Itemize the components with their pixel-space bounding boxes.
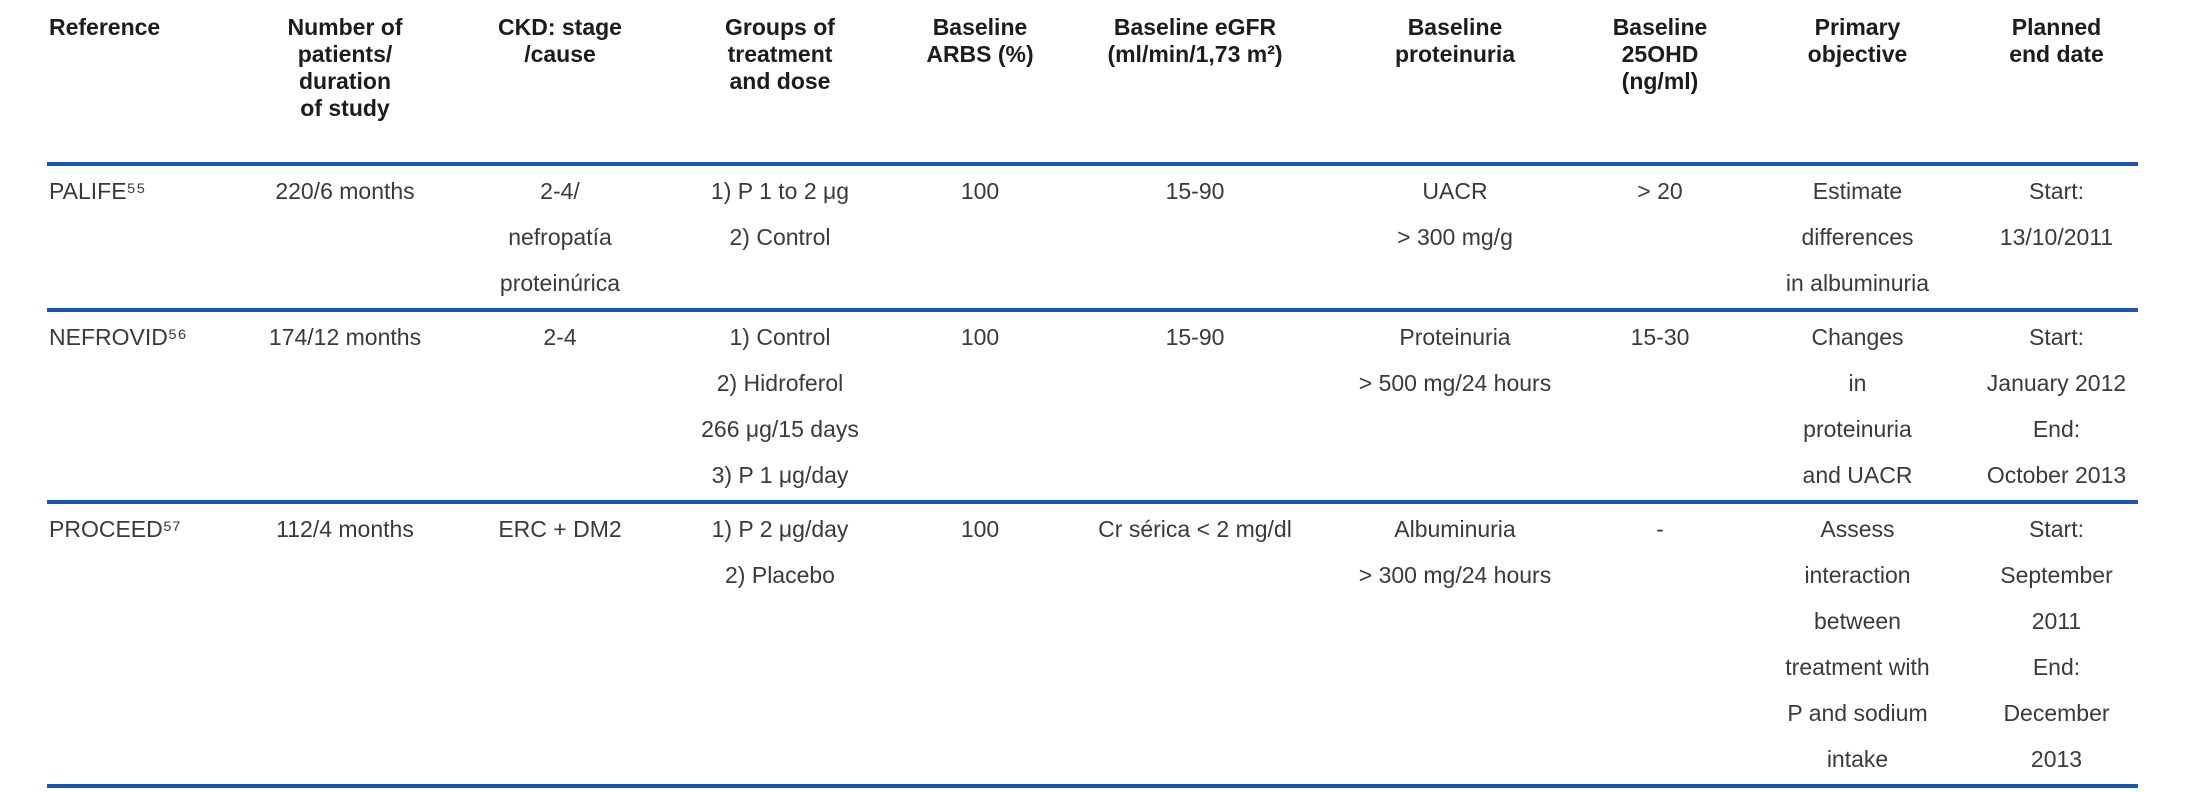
cell-primary-objective: Assess interaction between treatment wit… xyxy=(1740,502,1975,788)
table-row-palife: PALIFE⁵⁵ 220/6 months 2-4/ nefropatía pr… xyxy=(47,164,2138,312)
table-row-nefrovid: NEFROVID⁵⁶ 174/12 months 2-4 1) Control … xyxy=(47,310,2138,504)
cell-reference: PROCEED⁵⁷ xyxy=(47,502,230,788)
cell-planned-end-date: Start: 13/10/2011 xyxy=(1975,164,2138,312)
col-header-baseline-egfr: Baseline eGFR (ml/min/1,73 m²) xyxy=(1060,8,1330,166)
col-header-primary-objective: Primary objective xyxy=(1740,8,1975,166)
cell-baseline-25ohd: > 20 xyxy=(1580,164,1740,312)
cell-baseline-proteinuria: Proteinuria > 500 mg/24 hours xyxy=(1330,310,1580,504)
cell-patients-duration: 174/12 months xyxy=(230,310,460,504)
cell-treatment-groups: 1) Control 2) Hidroferol 266 μg/15 days … xyxy=(660,310,900,504)
header-row: Reference Number of patients/ duration o… xyxy=(47,8,2138,166)
cell-baseline-arbs: 100 xyxy=(900,502,1060,788)
cell-patients-duration: 220/6 months xyxy=(230,164,460,312)
cell-baseline-egfr: Cr sérica < 2 mg/dl xyxy=(1060,502,1330,788)
cell-treatment-groups: 1) P 1 to 2 μg 2) Control xyxy=(660,164,900,312)
cell-reference: PALIFE⁵⁵ xyxy=(47,164,230,312)
cell-baseline-egfr: 15-90 xyxy=(1060,310,1330,504)
col-header-baseline-proteinuria: Baseline proteinuria xyxy=(1330,8,1580,166)
cell-ckd-stage-cause: 2-4/ nefropatía proteinúrica xyxy=(460,164,660,312)
cell-baseline-25ohd: 15-30 xyxy=(1580,310,1740,504)
cell-baseline-egfr: 15-90 xyxy=(1060,164,1330,312)
col-header-planned-end-date: Planned end date xyxy=(1975,8,2138,166)
cell-patients-duration: 112/4 months xyxy=(230,502,460,788)
cell-baseline-proteinuria: UACR > 300 mg/g xyxy=(1330,164,1580,312)
cell-ckd-stage-cause: 2-4 xyxy=(460,310,660,504)
cell-ckd-stage-cause: ERC + DM2 xyxy=(460,502,660,788)
col-header-reference: Reference xyxy=(47,8,230,166)
clinical-trials-table: Reference Number of patients/ duration o… xyxy=(47,8,2138,788)
cell-baseline-arbs: 100 xyxy=(900,310,1060,504)
cell-baseline-proteinuria: Albuminuria > 300 mg/24 hours xyxy=(1330,502,1580,788)
col-header-baseline-25ohd: Baseline 25OHD (ng/ml) xyxy=(1580,8,1740,166)
cell-primary-objective: Estimate differences in albuminuria xyxy=(1740,164,1975,312)
cell-primary-objective: Changes in proteinuria and UACR xyxy=(1740,310,1975,504)
col-header-baseline-arbs: Baseline ARBS (%) xyxy=(900,8,1060,166)
cell-planned-end-date: Start: January 2012 End: October 2013 xyxy=(1975,310,2138,504)
col-header-ckd-stage-cause: CKD: stage /cause xyxy=(460,8,660,166)
cell-baseline-25ohd: - xyxy=(1580,502,1740,788)
col-header-treatment-groups: Groups of treatment and dose xyxy=(660,8,900,166)
cell-reference: NEFROVID⁵⁶ xyxy=(47,310,230,504)
cell-planned-end-date: Start: September 2011 End: December 2013 xyxy=(1975,502,2138,788)
cell-baseline-arbs: 100 xyxy=(900,164,1060,312)
table-row-proceed: PROCEED⁵⁷ 112/4 months ERC + DM2 1) P 2 … xyxy=(47,502,2138,788)
cell-treatment-groups: 1) P 2 μg/day 2) Placebo xyxy=(660,502,900,788)
col-header-patients-duration: Number of patients/ duration of study xyxy=(230,8,460,166)
